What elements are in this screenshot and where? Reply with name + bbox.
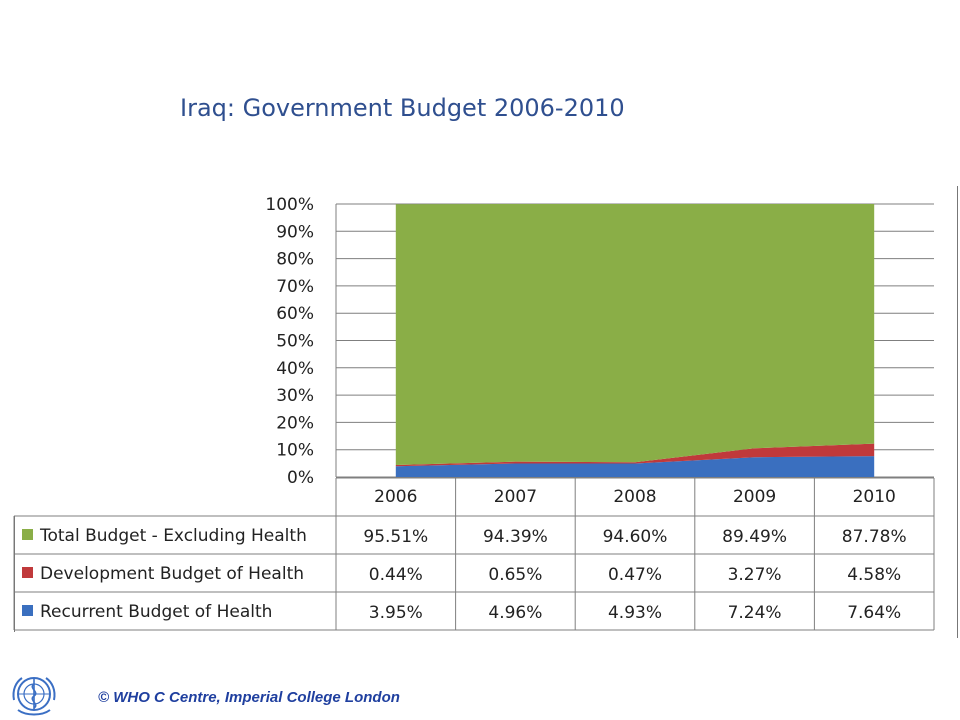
area-development-budget-of-health [395, 443, 875, 467]
legend-key [22, 567, 33, 578]
data-label: 94.39% [483, 527, 548, 547]
data-label: 0.47% [608, 565, 662, 585]
data-label: 4.58% [847, 565, 901, 585]
legend-key [22, 605, 33, 616]
legend-label: Recurrent Budget of Health [40, 602, 272, 622]
y-tick-label: 70% [276, 277, 314, 297]
y-tick-label: 20% [276, 413, 314, 433]
area-series-layer [395, 204, 875, 477]
data-label: 89.49% [722, 527, 787, 547]
area-total-budget-excluding-health [395, 204, 875, 466]
x-category-label: 2010 [853, 487, 896, 507]
data-label: 3.95% [369, 603, 423, 623]
y-tick-label: 10% [276, 441, 314, 461]
area-recurrent-budget-of-health [395, 456, 875, 477]
legend-label: Total Budget - Excluding Health [39, 526, 307, 546]
y-tick-label: 30% [276, 386, 314, 406]
y-tick-label: 40% [276, 359, 314, 379]
data-label: 87.78% [842, 527, 907, 547]
y-tick-label: 100% [265, 195, 314, 215]
legend-key [22, 529, 33, 540]
who-emblem-icon [12, 677, 56, 716]
y-tick-label: 0% [287, 468, 314, 488]
data-label: 4.96% [488, 603, 542, 623]
data-label: 3.27% [728, 565, 782, 585]
y-tick-label: 80% [276, 250, 314, 270]
x-category-label: 2007 [494, 487, 537, 507]
x-category-label: 2006 [374, 487, 417, 507]
slide-divider-left [14, 516, 15, 632]
data-label: 95.51% [363, 527, 428, 547]
slide-divider-right [957, 186, 958, 638]
x-category-label: 2009 [733, 487, 776, 507]
data-label: 94.60% [603, 527, 668, 547]
data-table: 2006 2007 2008 2009 2010 Total Budget - Exclu… [13, 477, 935, 631]
y-tick-label: 90% [276, 222, 314, 242]
x-category-label: 2008 [613, 487, 656, 507]
legend-label: Development Budget of Health [40, 564, 304, 584]
footer-copyright: © WHO C Centre, Imperial College London [98, 689, 400, 706]
chart-title: Iraq: Government Budget 2006-2010 [180, 94, 625, 122]
data-label: 0.65% [488, 565, 542, 585]
data-label: 0.44% [369, 565, 423, 585]
axis-layer: 0% 10% 20% 30% 40% 50% 60% 70% 80% 90% 100% [265, 195, 337, 488]
y-tick-label: 60% [276, 304, 314, 324]
data-label: 4.93% [608, 603, 662, 623]
y-tick-label: 50% [276, 332, 314, 352]
data-label: 7.64% [847, 603, 901, 623]
data-label: 7.24% [728, 603, 782, 623]
